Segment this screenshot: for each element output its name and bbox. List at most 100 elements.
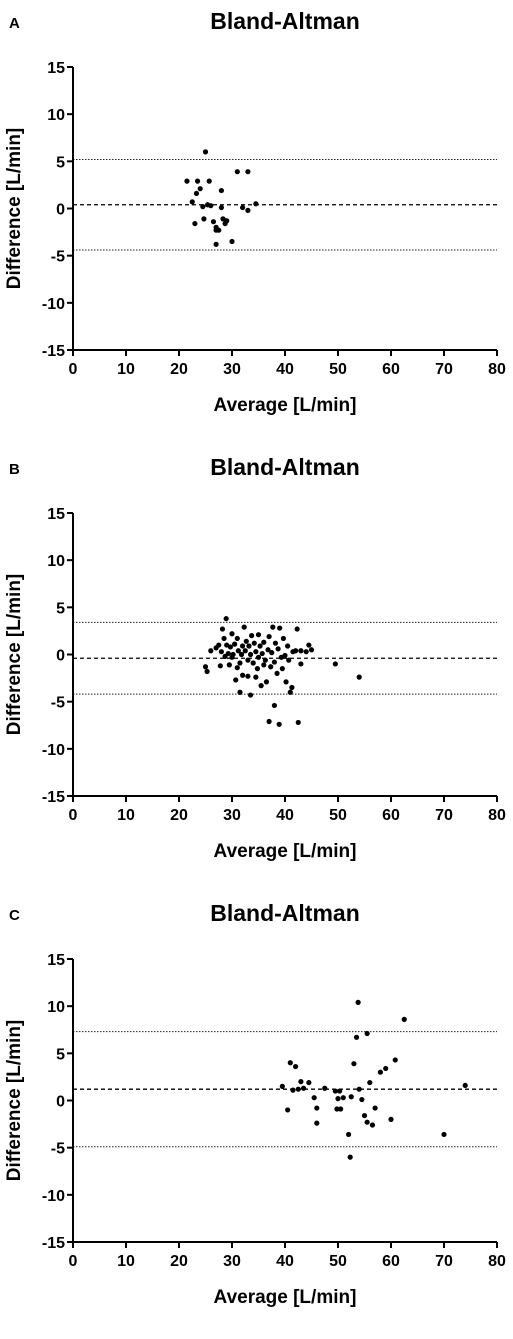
data-point (401, 1016, 407, 1022)
x-tick-label: 50 (329, 1253, 347, 1270)
y-tick-label: -5 (51, 695, 65, 712)
data-point (202, 149, 209, 155)
x-tick-label: 20 (170, 807, 188, 824)
data-point (258, 683, 264, 689)
data-point (261, 639, 267, 645)
data-point (336, 1088, 343, 1094)
data-point (261, 662, 267, 668)
x-tick-label: 20 (170, 1253, 188, 1270)
data-point (253, 201, 259, 207)
x-tick-label: 60 (382, 807, 400, 824)
chart-title: Bland-Altman (210, 454, 360, 480)
data-point (298, 1079, 304, 1085)
data-point (246, 643, 252, 649)
data-point (249, 633, 255, 639)
data-point (275, 646, 281, 652)
panel-a: A Bland-Altman 15 10 5 0 -5 -10 -15 0 10 20 30 40 50 60… (0, 0, 513, 446)
data-point (295, 1086, 301, 1092)
data-point (311, 1095, 317, 1101)
data-point (372, 1105, 378, 1111)
data-point (230, 651, 236, 658)
y-tick-label: -5 (51, 249, 65, 266)
data-point (280, 635, 287, 642)
data-point (306, 1079, 312, 1086)
data-point (247, 692, 254, 698)
data-point (289, 684, 295, 691)
data-point (200, 204, 206, 210)
data-point (247, 651, 254, 658)
data-point (298, 661, 304, 667)
x-tick-label: 80 (488, 1253, 506, 1270)
data-point (277, 625, 283, 631)
data-point (286, 657, 292, 663)
data-point (355, 999, 361, 1005)
data-point (340, 1095, 346, 1101)
panel-label: A (9, 15, 20, 32)
data-point (359, 1096, 365, 1103)
data-point (268, 664, 274, 670)
data-point (356, 674, 362, 680)
x-tick-label: 30 (223, 361, 241, 378)
y-tick-label: 5 (56, 154, 65, 171)
panel-b: B Bland-Altman 15 10 5 0 -5 -10 -15 0 10 20 30 40 50 60… (0, 446, 513, 892)
data-point (250, 660, 256, 666)
data-point (271, 659, 277, 665)
y-tick-label: 0 (56, 648, 65, 665)
y-tick-label: -15 (42, 789, 65, 806)
data-point (192, 220, 198, 227)
x-axis-label: Average [L/min] (214, 1287, 357, 1308)
data-point (210, 219, 217, 225)
data-point (287, 689, 293, 695)
data-point (293, 1063, 299, 1070)
data-point (221, 635, 227, 642)
data-point (218, 649, 224, 655)
data-point (364, 1119, 370, 1125)
data-point (241, 624, 247, 630)
data-point (290, 1087, 296, 1093)
data-point (255, 632, 262, 638)
data-point (353, 1034, 360, 1040)
y-tick-label: 5 (56, 600, 65, 617)
x-tick-label: 40 (276, 361, 294, 378)
data-point (276, 721, 282, 727)
data-point (369, 1122, 376, 1128)
data-point (282, 652, 288, 659)
data-point (338, 1106, 344, 1112)
data-point (300, 1085, 307, 1091)
data-point (279, 1083, 285, 1089)
data-point (206, 178, 212, 184)
x-tick-label: 70 (435, 361, 453, 378)
x-tick-label: 10 (117, 1253, 135, 1270)
data-point (245, 657, 251, 663)
data-point (216, 227, 222, 233)
data-point (245, 673, 251, 679)
x-tick-label: 70 (435, 807, 453, 824)
data-point (361, 1112, 368, 1119)
y-tick-label: 0 (56, 202, 65, 219)
y-tick-label: 0 (56, 1094, 65, 1111)
y-tick-label: -15 (42, 343, 65, 360)
data-point (201, 216, 207, 222)
data-point (229, 631, 235, 637)
data-point (462, 1082, 468, 1089)
data-point (218, 204, 224, 211)
data-point (204, 668, 210, 675)
data-point (274, 670, 280, 676)
data-point (197, 186, 203, 192)
data-point (265, 647, 271, 653)
data-point (332, 661, 338, 667)
data-point (233, 677, 239, 683)
data-point (383, 1065, 389, 1072)
y-axis-label: Difference [L/min] (4, 1020, 25, 1182)
x-tick-label: 60 (382, 361, 400, 378)
data-point (238, 651, 245, 658)
data-point (303, 649, 309, 655)
x-tick-label: 80 (488, 361, 506, 378)
y-axis-label: Difference [L/min] (4, 574, 25, 736)
x-tick-label: 10 (117, 361, 135, 378)
data-point (213, 241, 219, 247)
data-point (348, 1094, 354, 1100)
data-point (262, 657, 268, 663)
data-point (189, 199, 195, 205)
